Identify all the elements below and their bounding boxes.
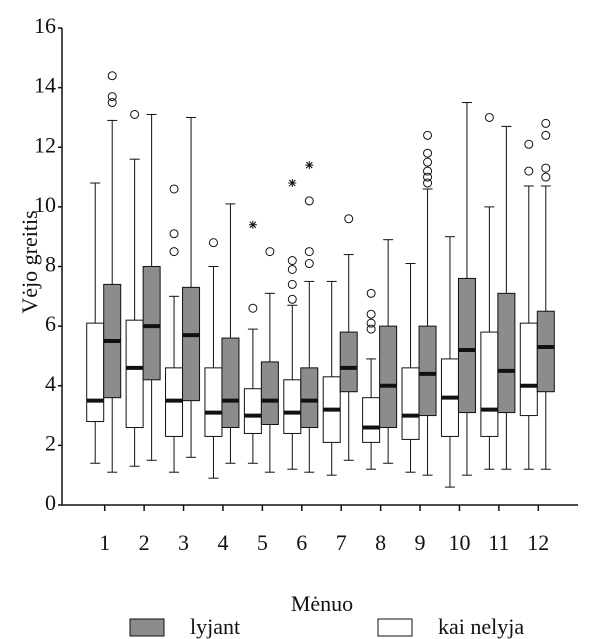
box [480,331,499,437]
x-tick-label: 1 [99,530,110,555]
outlier [287,256,297,266]
box [362,397,381,443]
y-tick-label: 4 [45,371,56,396]
extreme [248,220,257,229]
outlier [366,324,376,334]
extreme [305,161,314,170]
outlier [287,294,297,304]
x-tick-label: 10 [448,530,470,555]
outlier [287,264,297,274]
x-tick-label: 9 [415,530,426,555]
outlier [208,238,218,248]
box [401,367,420,440]
outlier [107,92,117,102]
x-tick-label: 7 [336,530,347,555]
y-axis-label: Vėjo greitis [17,210,42,313]
outlier [423,148,433,158]
box [300,367,319,428]
legend-swatch [129,618,165,637]
box [457,277,476,414]
outlier [130,109,140,119]
outlier [524,139,534,149]
box [283,379,302,434]
outlier [304,259,314,269]
y-tick-label: 16 [34,13,56,38]
box [142,266,161,381]
box [536,310,555,393]
x-tick-label: 8 [375,530,386,555]
y-tick-label: 10 [34,192,56,217]
legend-label: kai nelyja [438,614,524,639]
outlier [344,214,354,224]
outlier [304,247,314,257]
y-tick-label: 6 [45,311,56,336]
y-tick-label: 8 [45,252,56,277]
outlier [423,130,433,140]
x-tick-label: 11 [488,530,509,555]
box [497,292,516,414]
x-tick-label: 6 [296,530,307,555]
outlier [107,71,117,81]
outlier [541,118,551,128]
box [379,325,398,428]
y-tick-label: 12 [34,132,56,157]
outlier [524,166,534,176]
outlier [287,279,297,289]
y-tick-label: 14 [34,73,56,98]
x-tick-label: 12 [527,530,549,555]
box [86,322,105,423]
outlier [423,178,433,188]
y-tick-label: 0 [45,490,56,515]
outlier [169,229,179,239]
outlier [484,112,494,122]
x-tick-label: 3 [178,530,189,555]
box [182,286,201,402]
x-tick-label: 2 [139,530,150,555]
box [519,322,538,417]
box [125,319,144,428]
y-tick-label: 2 [45,430,56,455]
outlier [169,247,179,257]
extreme [288,179,297,188]
outlier [366,288,376,298]
outlier [304,196,314,206]
legend-label: lyjant [190,614,240,639]
box [418,325,437,417]
box [339,331,358,393]
outlier [169,184,179,194]
outlier [366,309,376,319]
outlier [107,98,117,108]
box [204,367,223,437]
x-tick-label: 4 [217,530,228,555]
x-tick-label: 5 [257,530,268,555]
outlier [366,318,376,328]
outlier [541,163,551,173]
outlier [423,166,433,176]
legend-swatch [377,618,413,637]
x-axis-label: Mėnuo [291,591,353,616]
box [243,388,262,434]
outlier [423,172,433,182]
outlier [265,247,275,257]
outlier [541,172,551,182]
box [221,337,240,428]
box [260,361,279,426]
outlier [423,157,433,167]
outlier [248,303,258,313]
outlier [541,130,551,140]
